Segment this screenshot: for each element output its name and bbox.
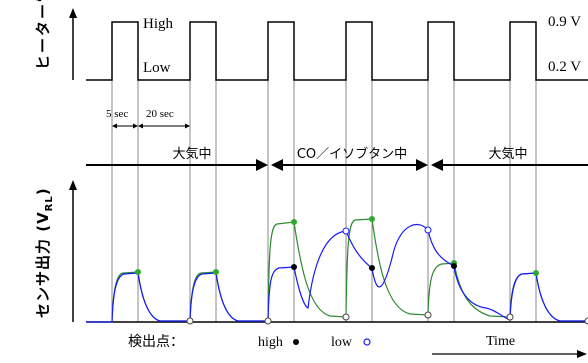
pulse-width-dimension: 5 sec (106, 108, 138, 129)
high-marker-legend-dot (293, 339, 299, 345)
marker-low-open (584, 317, 588, 325)
sensor-axis-arrowhead (69, 180, 77, 190)
sensor-axis-label: センサ出力 (VRL) (34, 187, 55, 318)
detection-markers (135, 216, 588, 325)
marker-high-green (213, 269, 219, 275)
voltage-high-label: High (143, 16, 174, 32)
phase-label-air-2: 大気中 (488, 146, 527, 162)
phase-label-air-1: 大気中 (172, 146, 211, 162)
vertical-gridlines (111, 22, 537, 322)
marker-high-green (369, 216, 375, 222)
heater-axis-arrowhead (69, 8, 77, 18)
marker-low-open (424, 226, 432, 234)
heater-axis-label: ヒーター電圧 (34, 0, 52, 70)
voltage-low-value: 0.2 V (548, 59, 581, 75)
interval-dimension: 20 sec (138, 108, 190, 129)
marker-high-black (369, 265, 375, 271)
low-marker-legend-dot (363, 338, 371, 346)
time-arrowhead (577, 350, 587, 358)
heater-voltage-waveform (86, 21, 588, 81)
detection-label: 検出点： (128, 334, 184, 350)
marker-low-open (506, 313, 514, 321)
marker-high-black (451, 263, 457, 269)
marker-low-open (342, 313, 350, 321)
phase-arrowheads (256, 159, 443, 171)
marker-low-open (342, 227, 350, 235)
air-response-curves-blue (86, 272, 268, 323)
pulse-width-label: 5 sec (106, 108, 128, 120)
voltage-low-label: Low (143, 60, 171, 76)
marker-low-open (424, 311, 432, 319)
phase-label-gas: CO／イソブタン中 (297, 146, 407, 162)
marker-high-green (291, 219, 297, 225)
voltage-high-value: 0.9 V (548, 14, 581, 30)
marker-high-green (135, 269, 141, 275)
marker-low-open (264, 317, 272, 325)
time-label: Time (486, 334, 515, 349)
isobutane-response-curve (267, 224, 588, 322)
interval-label: 20 sec (146, 108, 174, 120)
marker-high-black (291, 264, 297, 270)
marker-high-green (533, 270, 539, 276)
low-marker-label: low (331, 335, 353, 350)
marker-low-open (186, 317, 194, 325)
high-marker-label: high (258, 335, 283, 350)
